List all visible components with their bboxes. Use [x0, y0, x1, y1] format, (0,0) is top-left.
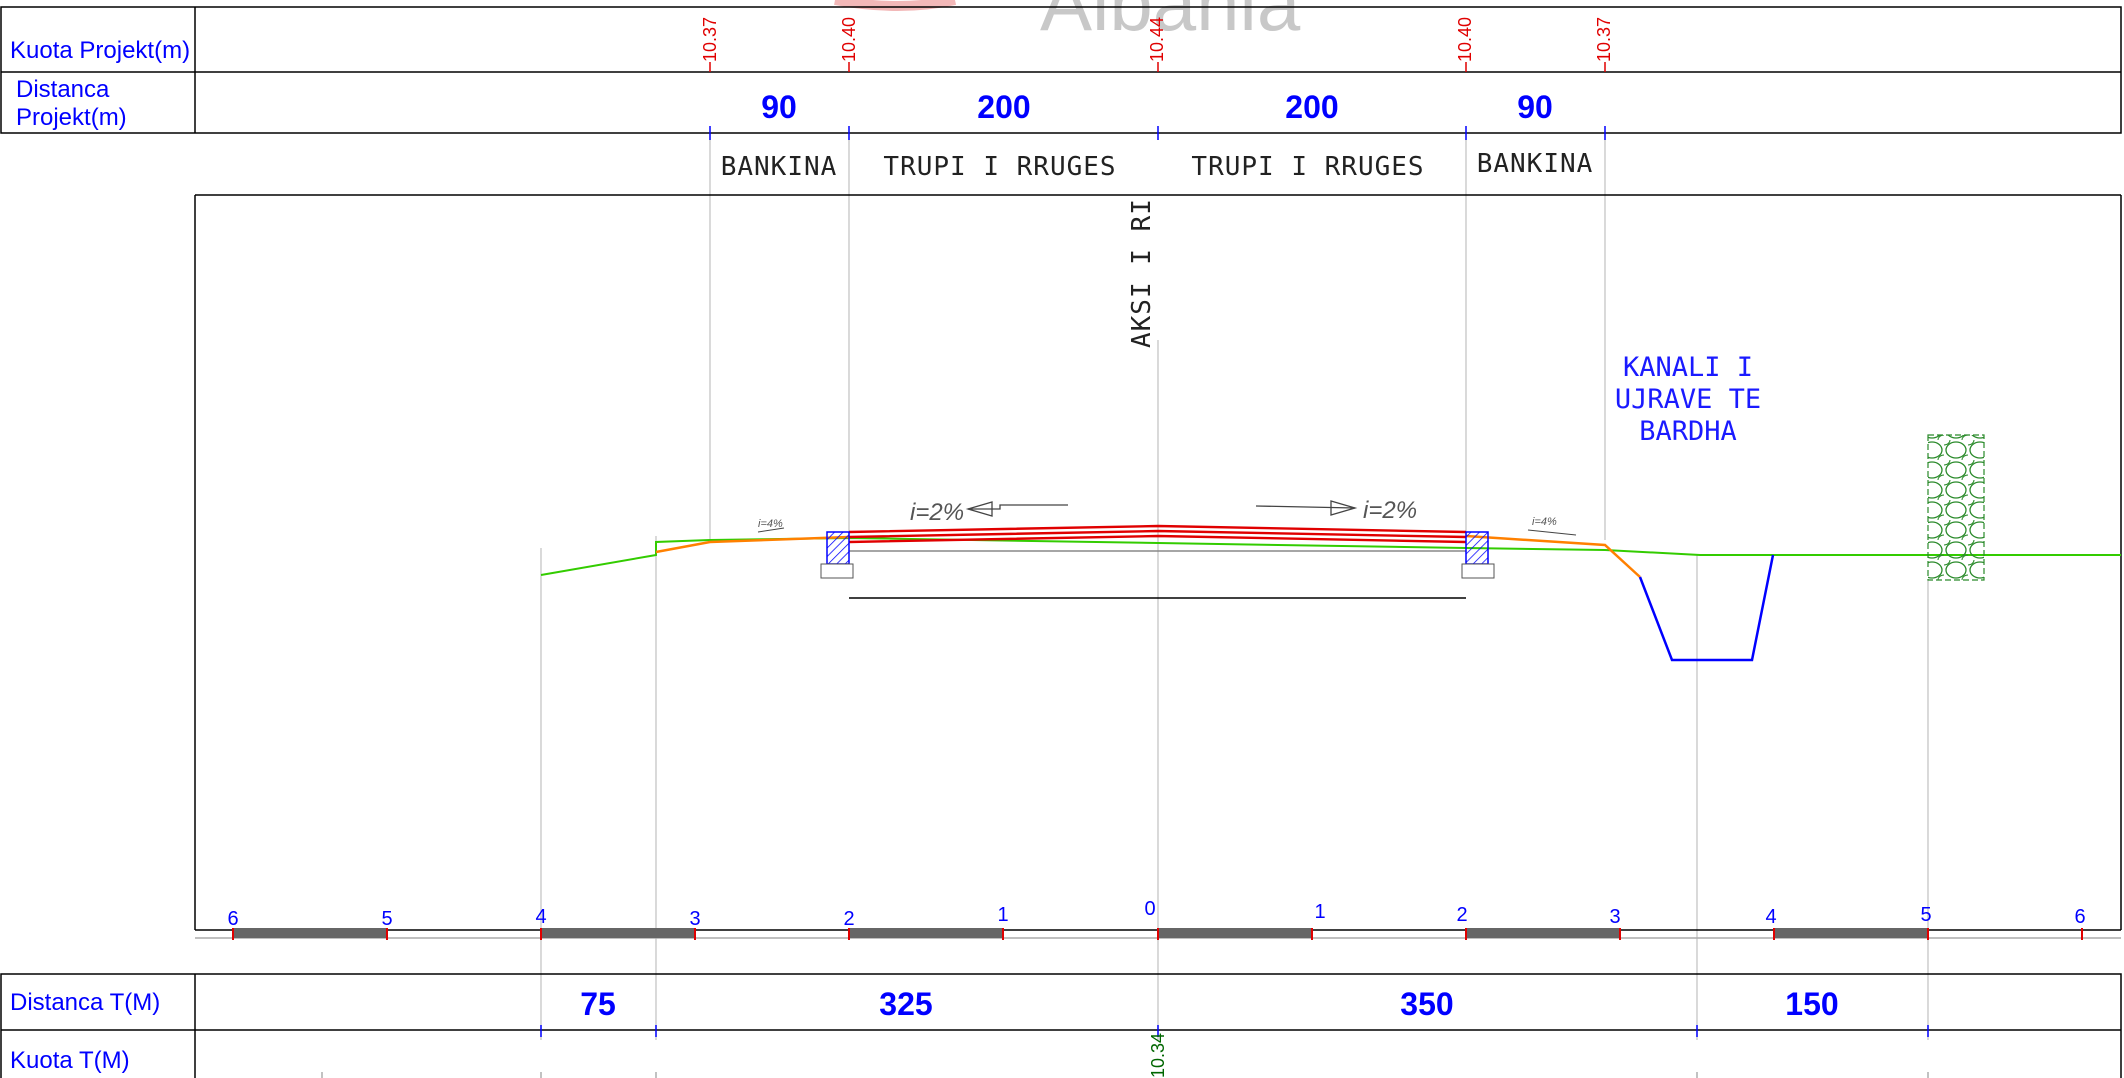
scale-label: 2: [1456, 904, 1467, 926]
segment-name: TRUPI I RRUGES: [1191, 152, 1424, 182]
segment-name: BANKINA: [721, 152, 838, 182]
scale-label: 4: [1765, 906, 1776, 928]
slope-road-right: i=2%: [1363, 497, 1417, 524]
stone-wall: [1927, 434, 1985, 581]
slope-shoulder-right: i=4%: [1532, 516, 1557, 528]
watermark-logo: [834, 0, 957, 11]
canal-label: KANALI I UJRAVE TE BARDHA: [1615, 352, 1761, 447]
project-elevation: 10.40: [1455, 17, 1475, 62]
scale-label: 5: [1920, 904, 1931, 926]
segment-name: BANKINA: [1477, 149, 1594, 179]
terrain-elevation-ticks: [321, 1072, 1929, 1078]
scale-label: 4: [535, 906, 546, 928]
project-elevation: 10.37: [700, 17, 720, 62]
shoulder-left-line: [655, 535, 850, 554]
canal-label-line: BARDHA: [1639, 416, 1737, 447]
curb-right: [1461, 531, 1495, 579]
distanca-projekt-label-2: Projekt(m): [16, 104, 127, 131]
project-distance: 200: [1285, 89, 1338, 125]
project-distance: 90: [1517, 89, 1553, 125]
terrain-distance: 75: [580, 986, 616, 1022]
scale-label: 3: [689, 908, 700, 930]
footer-table: Distanca T(M) Kuota T(M): [0, 973, 2122, 1078]
curb-left: [820, 531, 854, 579]
canal-label-line: UJRAVE TE: [1615, 384, 1761, 415]
scale-label: 0: [1144, 898, 1155, 920]
canal-label-line: KANALI I: [1623, 352, 1753, 383]
terrain-distance: 325: [879, 986, 932, 1022]
header-table: Kuota Projekt(m) Distanca Projekt(m): [0, 6, 2122, 134]
project-elevation: 10.44: [1147, 17, 1167, 62]
terrain-distance: 350: [1400, 986, 1453, 1022]
kuota-t-label: Kuota T(M): [10, 1047, 130, 1074]
scale-label: 2: [843, 908, 854, 930]
project-distance: 90: [761, 89, 797, 125]
project-elevations: 10.37 10.40 10.44 10.40 10.37: [700, 17, 1614, 72]
terrain-elevation: 10.34: [1148, 1033, 1168, 1078]
project-elevation: 10.40: [839, 17, 859, 62]
scale-label: 1: [997, 904, 1008, 926]
distanca-t-label: Distanca T(M): [10, 989, 160, 1016]
drainage-canal: [1638, 554, 1775, 662]
axis-label: AKSI I RI: [1127, 198, 1157, 348]
scale-label: 3: [1609, 906, 1620, 928]
project-distance: 200: [977, 89, 1030, 125]
terrain-distances: 75 325 350 150: [540, 986, 1929, 1037]
shoulder-right-line: [1465, 534, 1641, 578]
scale-label: 5: [381, 908, 392, 930]
terrain-distance: 150: [1785, 986, 1838, 1022]
distanca-projekt-label-1: Distanca: [16, 76, 110, 103]
kuota-projekt-label: Kuota Projekt(m): [10, 37, 190, 64]
scale-label: 6: [227, 908, 238, 930]
segment-names: BANKINA TRUPI I RRUGES TRUPI I RRUGES BA…: [721, 149, 1594, 182]
pavement-layers: [848, 524, 1467, 544]
project-elevation: 10.37: [1594, 17, 1614, 62]
slope-road-left: i=2%: [910, 499, 964, 526]
project-distances: 90 200 200 90: [709, 89, 1606, 140]
slope-annotations: i=2% i=2% i=4% i=4%: [757, 497, 1577, 536]
scale-label: 1: [1314, 901, 1325, 923]
scale-label: 6: [2074, 906, 2085, 928]
segment-name: TRUPI I RRUGES: [883, 152, 1116, 182]
existing-terrain-line: [540, 536, 2121, 576]
scale-bar: 6 5 4 3 2 1 0 1 2 3 4 5 6: [195, 898, 2121, 940]
slope-shoulder-left: i=4%: [758, 518, 783, 530]
guide-lines: [540, 140, 1929, 1040]
watermark-text: Albania: [1040, 0, 1301, 47]
